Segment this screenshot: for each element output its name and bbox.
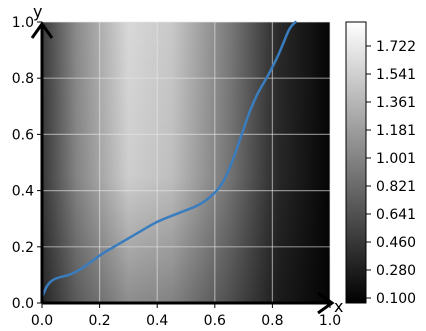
y-tick-label: 0.6: [12, 127, 34, 143]
x-tick-label: 0.4: [146, 313, 168, 329]
colorbar-tick-label: 0.280: [376, 263, 416, 279]
colorbar-tick-label: 1.722: [376, 39, 416, 55]
tick-layer: 0.0 0.2 0.4 0.6 0.8 1.0 0.0 0.2 0.4 0.6 0.8 1.0: [12, 15, 341, 329]
colorbar-tick-label: 1.001: [376, 151, 416, 167]
colorbar: [345, 21, 367, 304]
colorbar-tick-label: 0.821: [376, 179, 416, 195]
x-tick-label: 0.2: [88, 313, 110, 329]
y-tick-label: 0.4: [12, 184, 34, 200]
y-tick-label: 0.8: [12, 71, 34, 87]
y-axis-arrow-icon: [30, 21, 54, 39]
colorbar-tick-label: 1.541: [376, 67, 416, 83]
colorbar-ticks: 1.722 1.541 1.361 1.181 1.001 0.821 0.641 0.460…: [366, 39, 416, 307]
x-axis-label: x: [334, 297, 343, 316]
x-axis-arrow-icon: [317, 291, 335, 315]
series-line: [40, 20, 297, 299]
y-tick-label: 0.0: [12, 296, 34, 312]
y-tick-label: 1.0: [12, 15, 34, 31]
colorbar-tick-label: 1.361: [376, 95, 416, 111]
y-tick-label: 0.2: [12, 240, 34, 256]
colorbar-tick-label: 0.100: [376, 291, 416, 307]
y-axis-label: y: [33, 2, 42, 21]
colorbar-tick-label: 1.181: [376, 123, 416, 139]
colorbar-tick-label: 0.641: [376, 207, 416, 223]
series-layer: [40, 20, 297, 299]
x-tick-label: 0.8: [261, 313, 283, 329]
colorbar-tick-label: 0.460: [376, 235, 416, 251]
x-tick-label: 1.0: [319, 313, 341, 329]
x-tick-label: 0.6: [204, 313, 226, 329]
heatmap-shading: [42, 22, 330, 303]
grid: [41, 21, 331, 304]
x-tick-label: 0.0: [31, 313, 53, 329]
